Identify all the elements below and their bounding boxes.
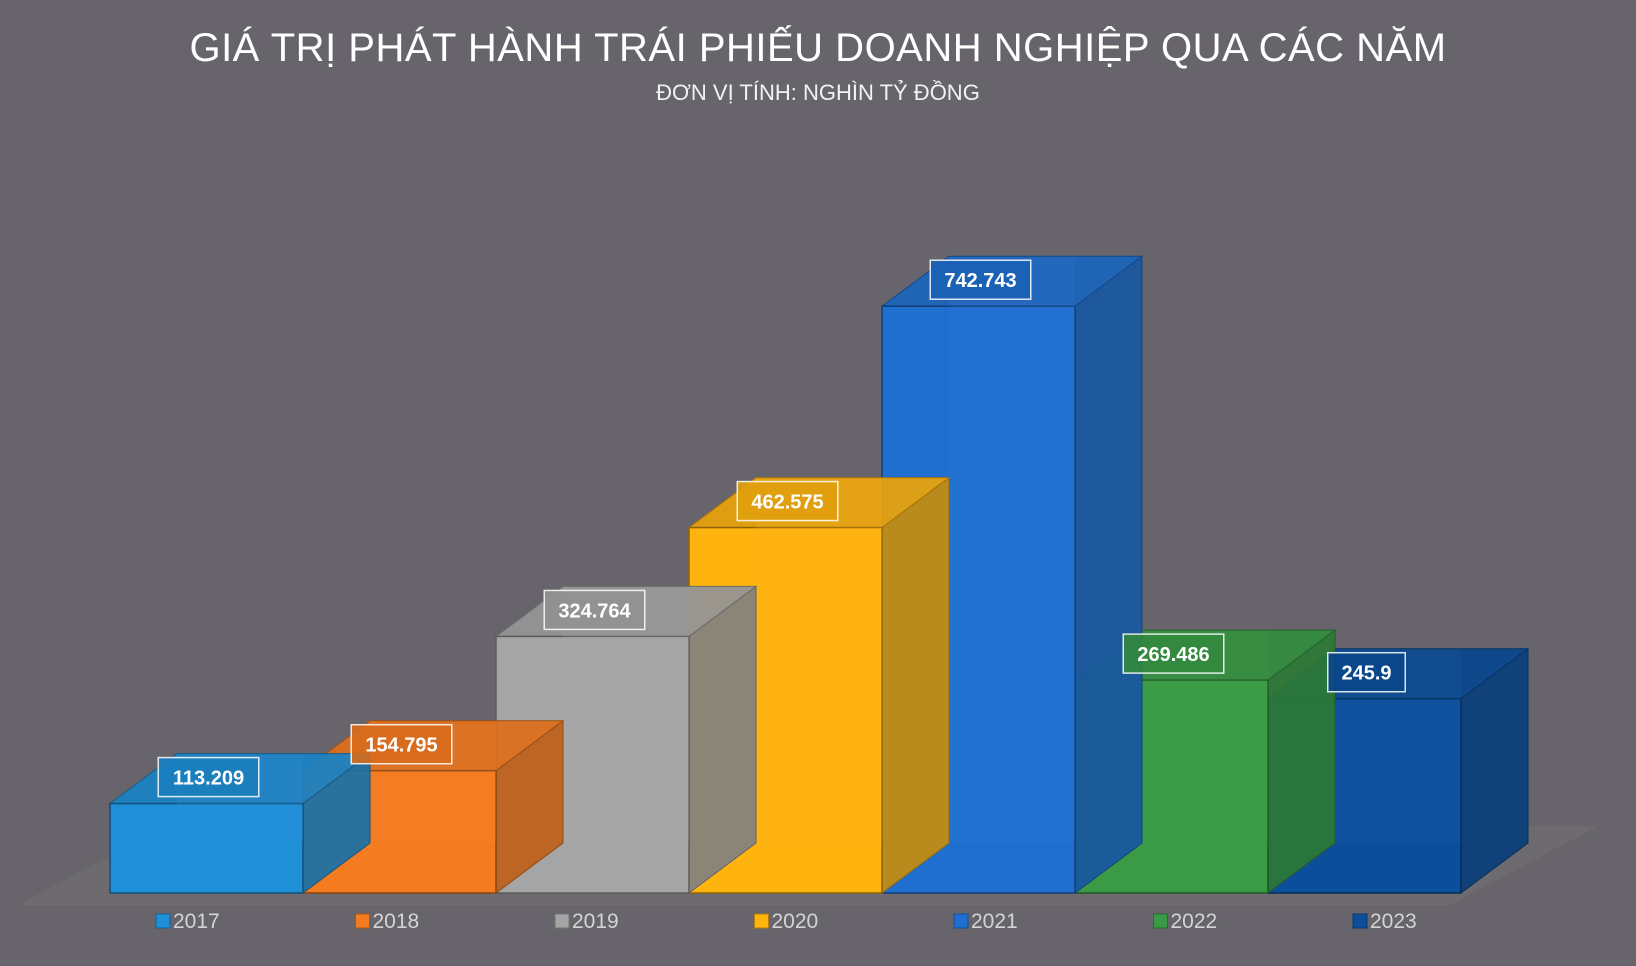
legend-swatch	[1153, 913, 1168, 929]
value-label-2020: 462.575	[736, 480, 839, 522]
legend-swatch	[554, 913, 570, 929]
legend-label: 2023	[1370, 910, 1417, 933]
value-label-box	[350, 723, 453, 765]
value-label-2023: 245.9	[1327, 651, 1406, 693]
bar-inner-2020	[756, 478, 882, 843]
bar-inner-2021	[949, 257, 1075, 843]
legend-item-2020: 2020	[754, 910, 819, 933]
value-label-box	[736, 480, 839, 522]
legend-swatch	[155, 913, 171, 929]
value-label-2019: 324.764	[543, 589, 646, 631]
legend-item-2018: 2018	[355, 910, 420, 933]
value-label-2021: 742.743	[929, 259, 1032, 300]
legend-swatch	[953, 913, 969, 929]
value-label-box	[543, 589, 646, 631]
value-label-text: 269.486	[1137, 644, 1209, 666]
value-label-text: 462.575	[751, 492, 823, 514]
value-label-2018: 154.795	[350, 723, 453, 765]
value-label-text: 245.9	[1341, 663, 1391, 685]
legend-item-2022: 2022	[1153, 910, 1218, 933]
legend-label: 2018	[373, 910, 420, 933]
legend-item-2017: 2017	[155, 910, 220, 933]
value-label-2017: 113.209	[157, 756, 260, 798]
legend-label: 2022	[1171, 910, 1218, 933]
legend-item-2023: 2023	[1352, 910, 1417, 933]
value-label-text: 154.795	[365, 735, 437, 757]
value-label-box	[1327, 651, 1406, 693]
value-labels-layer: 113.209 154.795 324.764 462.575 742.743 269.4…	[157, 259, 1406, 798]
value-label-text: 742.743	[944, 270, 1016, 292]
legend-swatch	[754, 913, 769, 929]
legend-swatch	[355, 913, 370, 929]
value-label-text: 324.764	[558, 600, 631, 622]
legend-label: 2021	[971, 910, 1018, 933]
value-label-text: 113.209	[173, 768, 244, 790]
value-label-box	[929, 259, 1032, 300]
legend-label: 2019	[572, 910, 619, 933]
value-label-box	[1122, 633, 1225, 674]
legend: 2017 2018 2019 2020 2021 2022 2023	[155, 910, 1417, 933]
bar-2017	[108, 752, 372, 894]
bar-side-2020	[881, 476, 950, 894]
legend-label: 2017	[173, 910, 220, 933]
legend-item-2019: 2019	[554, 910, 619, 933]
value-label-2022: 269.486	[1122, 633, 1225, 674]
bar-side-2019	[688, 585, 757, 894]
chart-title: GIÁ TRỊ PHÁT HÀNH TRÁI PHIẾU DOANH NGHIỆ…	[189, 26, 1447, 70]
value-label-box	[157, 756, 260, 798]
legend-swatch	[1352, 913, 1368, 929]
bar-front-2017	[109, 802, 304, 894]
chart-subtitle: ĐƠN VỊ TÍNH: NGHÌN TỶ ĐỒNG	[656, 80, 980, 105]
legend-item-2021: 2021	[953, 910, 1018, 933]
legend-label: 2020	[772, 910, 819, 933]
bars-layer	[108, 255, 1530, 894]
bar-side-2021	[1074, 255, 1143, 894]
